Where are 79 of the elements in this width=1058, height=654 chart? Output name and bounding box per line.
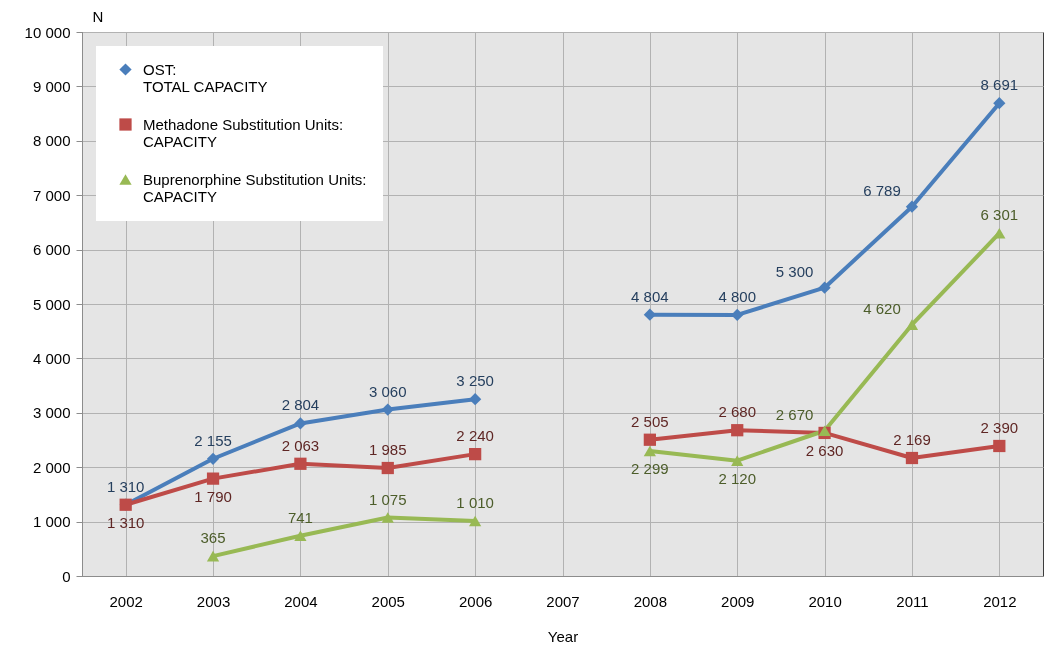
- data-label: 1 075: [369, 490, 407, 508]
- x-tick-label: 2005: [371, 592, 405, 610]
- y-tick-label: 7 000: [32, 186, 71, 204]
- y-tick-label: 0: [62, 567, 71, 585]
- y-tick-label: 1 000: [32, 513, 71, 531]
- point: [818, 281, 831, 294]
- point: [643, 308, 656, 321]
- data-label: 741: [287, 508, 313, 526]
- data-label: 1 985: [369, 441, 407, 459]
- point: [731, 424, 744, 437]
- point: [469, 393, 482, 406]
- data-label: 2 630: [805, 441, 844, 459]
- y-tick-label: 9 000: [32, 77, 71, 95]
- y-tick-label: 3 000: [32, 404, 71, 422]
- y-tick-label: 2 000: [32, 458, 71, 476]
- x-tick-label: 2007: [546, 592, 580, 610]
- data-label: 6 789: [863, 181, 901, 199]
- data-label: 3 250: [456, 372, 494, 390]
- y-tick-label: 6 000: [32, 241, 71, 259]
- data-label: 2 155: [194, 431, 232, 449]
- x-tick-label: 2011: [896, 592, 929, 610]
- data-label: 2 670: [775, 405, 814, 423]
- data-label: 2 169: [893, 431, 931, 449]
- x-tick-label: 2003: [196, 592, 231, 610]
- data-label: 8 691: [980, 76, 1019, 94]
- data-label: 1 790: [194, 487, 232, 505]
- data-label: 2 680: [718, 403, 756, 421]
- point: [294, 457, 307, 470]
- point: [469, 448, 482, 461]
- data-label: 4 620: [863, 299, 901, 317]
- legend-label: OST: TOTAL CAPACITY: [143, 60, 268, 95]
- point: [905, 200, 919, 213]
- point: [643, 445, 656, 457]
- data-label: 2 390: [980, 418, 1019, 436]
- point: [294, 417, 307, 430]
- point: [469, 515, 482, 527]
- x-tick-label: 2006: [458, 592, 493, 610]
- data-label: 2 063: [281, 436, 320, 454]
- data-label: 4 800: [718, 287, 756, 305]
- legend-label: Methadone Substitution Units: CAPACITY: [143, 115, 344, 150]
- point: [993, 97, 1006, 110]
- point: [381, 512, 394, 523]
- x-axis-title: Year: [547, 627, 579, 645]
- y-axis-title: N: [92, 7, 104, 25]
- y-tick-label: 4 000: [32, 349, 71, 367]
- point: [731, 455, 744, 466]
- y-tick-label: 8 000: [32, 132, 71, 150]
- point: [206, 550, 220, 562]
- data-label: 365: [200, 529, 226, 547]
- legend-label: Buprenorphine Substitution Units: CAPACITY: [143, 170, 367, 205]
- x-tick-label: 2008: [633, 592, 668, 610]
- data-label: 2 505: [631, 412, 669, 430]
- data-label: 2 299: [631, 459, 669, 477]
- data-label: 4 804: [631, 287, 669, 305]
- point: [206, 452, 220, 465]
- y-tick-label: 5 000: [32, 295, 71, 313]
- point: [993, 439, 1006, 453]
- data-label: 2 240: [456, 427, 494, 445]
- data-label: 1 310: [106, 477, 145, 495]
- x-tick-label: 2010: [808, 592, 842, 610]
- data-label: 3 060: [369, 382, 407, 400]
- x-tick-label: 2002: [109, 592, 143, 610]
- data-label: 1 310: [106, 513, 145, 531]
- data-label: 5 300: [775, 262, 814, 280]
- point: [206, 472, 220, 485]
- data-label: 2 804: [281, 396, 320, 414]
- point: [381, 461, 394, 475]
- x-tick-label: 2012: [983, 592, 1017, 610]
- y-tick-label: 10 000: [24, 23, 71, 41]
- point: [381, 403, 394, 416]
- point: [905, 451, 919, 465]
- data-label: 6 301: [980, 206, 1019, 224]
- point: [643, 433, 656, 446]
- data-label: 1 010: [456, 494, 494, 512]
- x-tick-label: 2009: [721, 592, 755, 610]
- data-label: 2 120: [718, 469, 756, 487]
- point: [294, 530, 307, 541]
- x-tick-label: 2004: [284, 592, 318, 610]
- point: [905, 319, 919, 330]
